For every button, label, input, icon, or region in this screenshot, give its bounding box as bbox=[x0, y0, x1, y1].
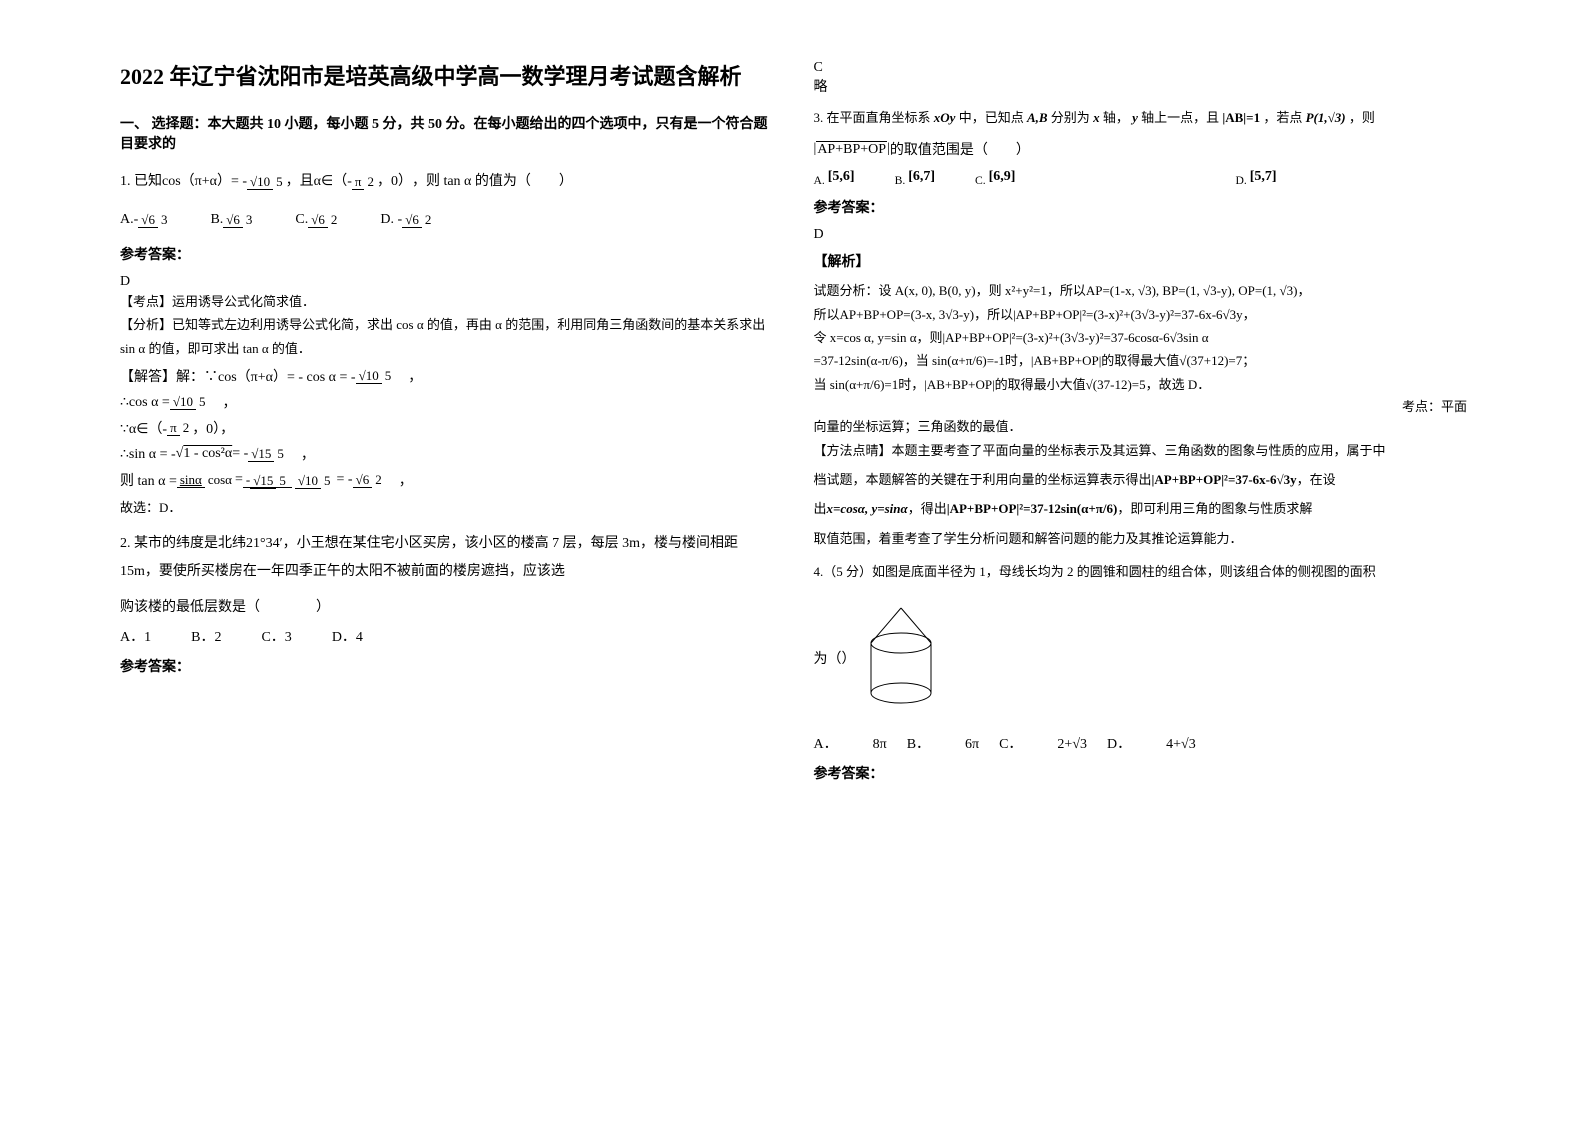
point-p: P(1,√3) bbox=[1306, 110, 1346, 125]
q4-text2: 为（） bbox=[814, 648, 856, 668]
q3-method-line3: 取值范围，着重考查了学生分析问题和解答问题的能力及其推论运算能力． bbox=[814, 527, 1468, 550]
q2-answer: C bbox=[814, 60, 1468, 76]
q4-figure-row: 为（） bbox=[814, 593, 1468, 723]
q1-solve-line1: 【解答】解：∵cos（π+α）= - cos α = - √105 ， bbox=[120, 366, 774, 386]
q2-option-b: B．2 bbox=[191, 626, 221, 646]
q2-text3: 购该楼的最低层数是（ ） bbox=[120, 596, 774, 616]
question-2: 2. 某市的纬度是北纬21°34′，小王想在某住宅小区买房，该小区的楼高 7 层… bbox=[120, 530, 774, 586]
q3-method-line1: 档试题，本题解答的关键在于利用向量的坐标运算表示得出 |AP+BP+OP|²=3… bbox=[814, 468, 1468, 491]
right-column: C 略 3. 在平面直角坐标系 xOy 中，已知点 A,B 分别为 x 轴， y… bbox=[794, 60, 1488, 1062]
q1-range: α∈（- bbox=[314, 168, 352, 196]
q3-analysis3: 令 x=cos α, y=sin α，则|AP+BP+OP|²=(3-x)²+(… bbox=[814, 326, 1468, 349]
q1-solve-line5: 则 tan α = sinαcosα = -√155√105 = - √62 ， bbox=[120, 470, 774, 490]
q3-vec-expr: |AP+BP+OP| 的取值范围是（ ） bbox=[814, 139, 1468, 159]
q4-option-b: B． 6π bbox=[907, 733, 979, 753]
left-column: 2022 年辽宁省沈阳市是培英高级中学高一数学理月考试题含解析 一、 选择题：本… bbox=[100, 60, 794, 1062]
q3-option-d: D. [5,7] bbox=[1235, 169, 1276, 187]
frac-pi-2: π2 bbox=[352, 169, 377, 195]
q3-point-note: 考点：平面 bbox=[814, 396, 1468, 415]
q1-answer: D bbox=[120, 274, 774, 290]
q4-answer-label: 参考答案： bbox=[814, 763, 1468, 783]
q3-method-line2: 出 x=cosα, y=sinα ，得出 |AP+BP+OP|²=37-12si… bbox=[814, 497, 1468, 520]
ab-eq-1: |AB|=1 bbox=[1222, 110, 1260, 125]
x-axis: x bbox=[1093, 110, 1100, 125]
q2-option-d: D．4 bbox=[332, 626, 363, 646]
q2-option-c: C．3 bbox=[261, 626, 291, 646]
frac-sqrt10-5: √105 bbox=[247, 169, 286, 195]
q4-option-a: A． 8π bbox=[814, 733, 887, 753]
q1-solve-line2: ∴cos α = √105 ， bbox=[120, 392, 774, 412]
q1-answer-label: 参考答案： bbox=[120, 244, 774, 264]
q3-option-b: B. [6,7] bbox=[895, 169, 935, 187]
q3-analysis1: 试题分析：设 A(x, 0), B(0, y)，则 x²+y²=1，所以AP=(… bbox=[814, 279, 1468, 302]
q3-solution-label: 【解析】 bbox=[814, 251, 1468, 271]
q1-prefix: 1. 已知 bbox=[120, 168, 162, 196]
q3-answer: D bbox=[814, 227, 1468, 243]
q1-options: A. -√63 B. √63 C. √62 D. -√62 bbox=[120, 206, 774, 234]
omitted: 略 bbox=[814, 76, 1468, 96]
q3-option-a: A. [5,6] bbox=[814, 169, 855, 187]
q1-option-d: D. -√62 bbox=[380, 206, 434, 234]
q1-analysis: 【分析】已知等式左边利用诱导公式化简，求出 cos α 的值，再由 α 的范围，… bbox=[120, 313, 774, 360]
q2-answer-label: 参考答案： bbox=[120, 656, 774, 676]
q3-method-label: 【方法点晴】本题主要考查了平面向量的坐标表示及其运算、三角函数的图象与性质的应用… bbox=[814, 439, 1468, 462]
latitude: 21°34′ bbox=[246, 536, 283, 551]
q3-answer-label: 参考答案： bbox=[814, 197, 1468, 217]
q3-analysis2: 所以AP+BP+OP=(3-x, 3√3-y)，所以|AP+BP+OP|²=(3… bbox=[814, 303, 1468, 326]
q1-solve-line4: ∴sin α = - √1 - cos²α = - √155 ， bbox=[120, 444, 774, 464]
q1-option-c: C. √62 bbox=[295, 206, 340, 234]
question-4: 4.（5 分）如图是底面半径为 1，母线长均为 2 的圆锥和圆柱的组合体，则该组… bbox=[814, 560, 1468, 583]
q3-analysis4: =37-12sin(α-π/6)，当 sin(α+π/6)=-1时，|AB+BP… bbox=[814, 349, 1468, 372]
q3-option-c: C. [6,9] bbox=[975, 169, 1015, 187]
q1-point: 【考点】运用诱导公式化简求值． bbox=[120, 290, 774, 313]
q1-range-end: ，0） bbox=[377, 168, 412, 196]
q3-analysis5: 当 sin(α+π/6)=1时，|AB+BP+OP|的取得最小大值√(37-12… bbox=[814, 373, 1468, 396]
q3-vector-note: 向量的坐标运算；三角函数的最值． bbox=[814, 415, 1468, 438]
question-1: 1. 已知 cos（π+α）= - √105 ，且 α∈（- π2 ，0） ，则… bbox=[120, 168, 774, 234]
q2-option-a: A．1 bbox=[120, 626, 151, 646]
q3-options: A. [5,6] B. [6,7] C. [6,9] D. [5,7] bbox=[814, 169, 1468, 187]
q1-final: 故选：D． bbox=[120, 496, 774, 519]
section-1-header: 一、 选择题：本大题共 10 小题，每小题 5 分，共 50 分。在每小题给出的… bbox=[120, 113, 774, 153]
q1-cos-expr: cos（π+α）= - bbox=[162, 168, 247, 196]
q4-options: A． 8π B． 6π C． 2+√3 D． 4+√3 bbox=[814, 733, 1468, 753]
q2-options: A．1 B．2 C．3 D．4 bbox=[120, 626, 774, 646]
q4-option-d: D． 4+√3 bbox=[1107, 733, 1196, 753]
document-title: 2022 年辽宁省沈阳市是培英高级中学高一数学理月考试题含解析 bbox=[120, 60, 774, 93]
q1-option-b: B. √63 bbox=[210, 206, 255, 234]
ab-points: A,B bbox=[1027, 110, 1048, 125]
q1-solve-line3: ∵α∈（- π2 ，0）， bbox=[120, 418, 774, 438]
question-3: 3. 在平面直角坐标系 xOy 中，已知点 A,B 分别为 x 轴， y 轴上一… bbox=[814, 106, 1468, 129]
cone-cylinder-icon bbox=[856, 603, 946, 713]
xoy-label: xOy bbox=[934, 110, 956, 125]
q1-option-a: A. -√63 bbox=[120, 206, 170, 234]
y-axis: y bbox=[1132, 110, 1138, 125]
q1-mid: ，且 bbox=[286, 168, 314, 196]
q4-option-c: C． 2+√3 bbox=[999, 733, 1087, 753]
q1-suffix: ，则 tan α 的值为（ ） bbox=[412, 168, 573, 196]
